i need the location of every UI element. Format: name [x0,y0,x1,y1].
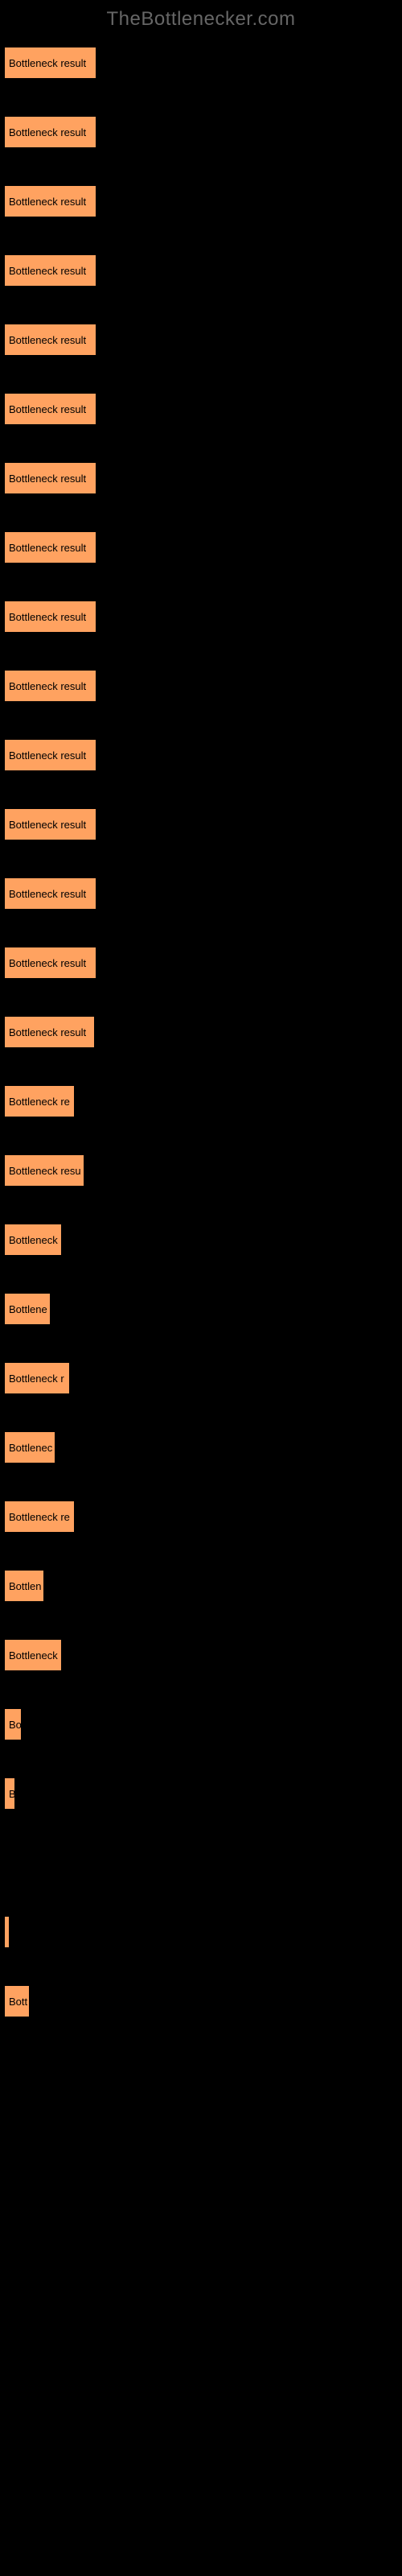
bar-chart: Bottleneck result Bottleneck result Bottle… [0,47,402,2502]
bar-row [4,2331,398,2363]
bar-row: Bottleneck resu [4,1154,398,1187]
bar-label: Bottleneck result [9,542,86,554]
chart-bar: Bottleneck result [4,1016,95,1048]
bar-row: Bottleneck result [4,670,398,702]
bar-label: Bottleneck result [9,473,86,485]
bar-label: Bottleneck result [9,888,86,900]
bar-label: Bo [9,1719,21,1731]
chart-bar: Bottleneck result [4,393,96,425]
bar-row: Bottleneck [4,1639,398,1671]
bar-row [4,1847,398,1879]
bar-row [4,2124,398,2156]
bar-row: Bottleneck result [4,531,398,564]
bar-label: Bottlene [9,1303,47,1315]
bar-row: Bottleneck result [4,324,398,356]
chart-bar: Bottleneck result [4,254,96,287]
chart-bar [4,1916,10,1948]
bar-row: Bottlenec [4,1431,398,1463]
chart-bar: Bottleneck result [4,877,96,910]
chart-bar: Bo [4,1708,22,1740]
bar-row: Bottlen [4,1570,398,1602]
bar-label: Bottleneck re [9,1511,70,1523]
bar-row: Bottleneck result [4,254,398,287]
bar-label: Bottleneck result [9,749,86,762]
chart-bar: Bottleneck re [4,1501,75,1533]
bar-label: Bottleneck result [9,680,86,692]
bar-row: Bottleneck result [4,947,398,979]
bar-label: Bottleneck result [9,957,86,969]
chart-bar: Bottleneck resu [4,1154,84,1187]
bar-row: Bottleneck result [4,116,398,148]
bar-row: Bottlene [4,1293,398,1325]
bar-label: Bottleneck result [9,196,86,208]
bar-row: Bottleneck result [4,185,398,217]
bar-row: Bottleneck result [4,877,398,910]
bar-label: Bottlenec [9,1442,52,1454]
site-title: TheBottlenecker.com [107,8,296,30]
chart-bar: Bottlene [4,1293,51,1325]
chart-bar: Bottlen [4,1570,44,1602]
bar-row [4,2054,398,2087]
bar-row: Bottleneck result [4,393,398,425]
chart-bar: Bottleneck result [4,947,96,979]
bar-row [4,2470,398,2502]
bar-row [4,2401,398,2433]
chart-bar: Bottleneck result [4,531,96,564]
chart-bar: Bottleneck result [4,601,96,633]
chart-bar: Bottleneck [4,1224,62,1256]
bar-row: Bott [4,1985,398,2017]
chart-bar: Bottleneck result [4,808,96,840]
bar-row: Bottleneck re [4,1085,398,1117]
bar-label: Bottleneck result [9,57,86,69]
bar-row: Bottleneck result [4,601,398,633]
bar-row: B [4,1777,398,1810]
bar-label: Bottleneck result [9,126,86,138]
bar-label: Bottleneck [9,1234,58,1246]
chart-bar: Bottleneck result [4,670,96,702]
chart-bar: Bottleneck result [4,324,96,356]
bar-row: Bottleneck result [4,1016,398,1048]
bar-row: Bottleneck result [4,739,398,771]
chart-bar: Bottleneck result [4,739,96,771]
chart-bar: Bottleneck result [4,47,96,79]
chart-bar: Bottleneck [4,1639,62,1671]
bar-row: Bottleneck result [4,47,398,79]
chart-bar: Bott [4,1985,30,2017]
bar-row: Bo [4,1708,398,1740]
bar-label: Bottleneck result [9,819,86,831]
bar-label: Bottleneck result [9,265,86,277]
bar-label: Bottleneck r [9,1373,64,1385]
chart-bar: Bottleneck re [4,1085,75,1117]
chart-bar: Bottleneck r [4,1362,70,1394]
bar-label: Bott [9,1996,27,2008]
bar-label: Bottlen [9,1580,41,1592]
bar-row: Bottleneck result [4,462,398,494]
bar-label: Bottleneck re [9,1096,70,1108]
bar-label: Bottleneck result [9,334,86,346]
bar-label: Bottleneck result [9,611,86,623]
bar-row: Bottleneck re [4,1501,398,1533]
bar-row: Bottleneck r [4,1362,398,1394]
bar-row: Bottleneck result [4,808,398,840]
bar-row [4,2262,398,2294]
chart-bar: Bottlenec [4,1431,55,1463]
bar-row [4,1916,398,1948]
bar-label: Bottleneck [9,1649,58,1662]
chart-bar: Bottleneck result [4,185,96,217]
bar-row [4,2193,398,2225]
bar-label: Bottleneck result [9,403,86,415]
chart-bar: B [4,1777,15,1810]
bar-row: Bottleneck [4,1224,398,1256]
header: TheBottlenecker.com [0,0,402,47]
chart-bar: Bottleneck result [4,116,96,148]
bar-label: Bottleneck resu [9,1165,81,1177]
chart-bar: Bottleneck result [4,462,96,494]
bar-label: Bottleneck result [9,1026,86,1038]
bar-label: B [9,1788,14,1800]
